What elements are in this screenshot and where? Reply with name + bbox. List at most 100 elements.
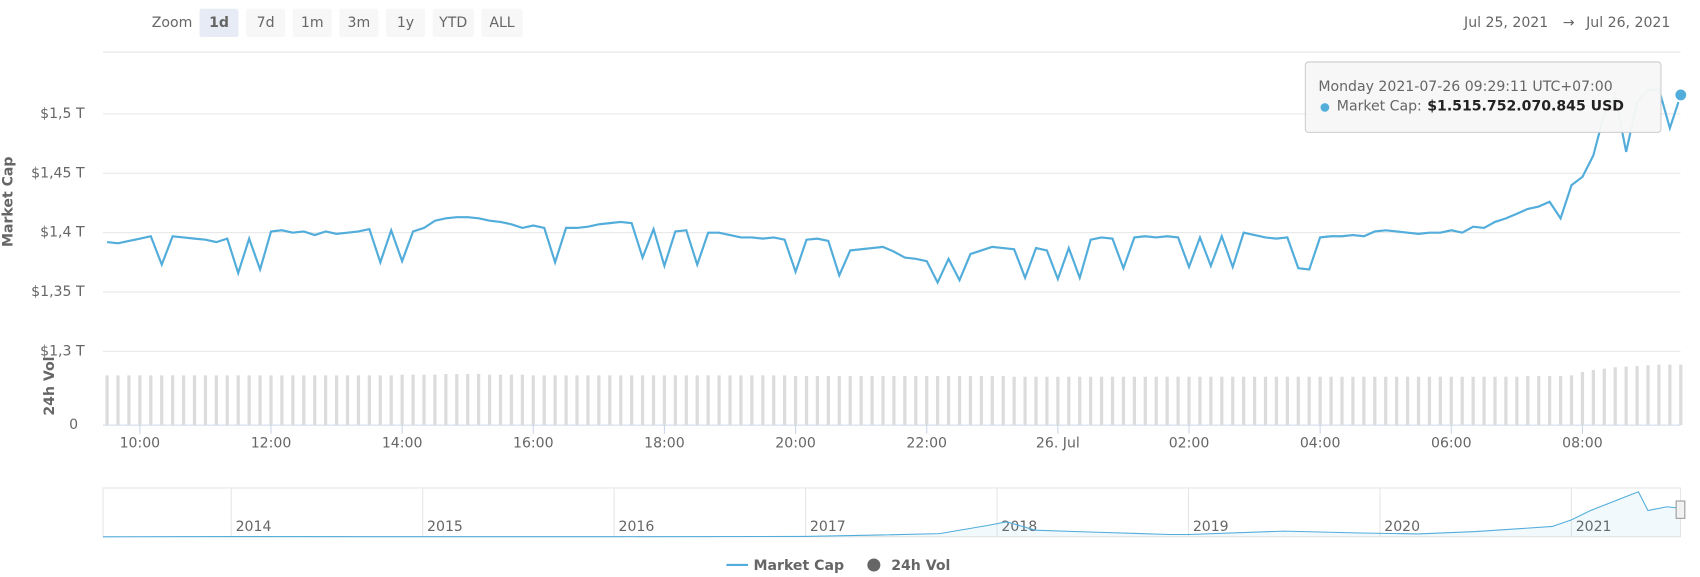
zoom-button-label: ALL <box>489 15 514 31</box>
volume-bar <box>1558 376 1563 426</box>
volume-bar <box>531 375 535 426</box>
volume-bar <box>356 375 361 426</box>
volume-bar <box>1602 368 1606 426</box>
zoom-button[interactable]: 1d <box>199 8 239 37</box>
volume-bar <box>1176 376 1180 426</box>
volume-bar <box>1307 376 1311 426</box>
volume-bar <box>1231 376 1235 426</box>
volume-bar <box>127 375 131 426</box>
volume-bar <box>706 375 710 426</box>
zoom-button[interactable]: YTD <box>432 8 474 37</box>
navigator-line <box>102 491 1681 538</box>
volume-bar <box>192 375 197 426</box>
legend-dot <box>867 558 881 572</box>
volume-bar <box>313 375 317 426</box>
volume-bar <box>1362 376 1366 426</box>
zoom-button-bg <box>292 8 332 37</box>
volume-bar <box>1263 376 1268 426</box>
navigator-tick-label: 2020 <box>1384 519 1420 535</box>
volume-bar <box>903 376 907 426</box>
volume-bar <box>280 375 284 426</box>
date-arrow: → <box>1563 15 1575 31</box>
x-tick-label: 04:00 <box>1300 436 1341 452</box>
volume-bar <box>1515 376 1519 426</box>
volume-bar <box>1329 376 1333 426</box>
volume-bar <box>575 375 579 426</box>
zoom-button-label: 3m <box>348 15 371 31</box>
volume-bar <box>925 376 929 426</box>
zoom-button-label: 1m <box>301 15 324 31</box>
volume-bar <box>826 376 830 426</box>
volume-bar <box>608 375 612 426</box>
volume-bar <box>1548 376 1552 426</box>
date-to[interactable]: Jul 26, 2021 <box>1585 15 1670 31</box>
volume-bar <box>673 375 677 426</box>
navigator-handle[interactable] <box>1675 500 1686 519</box>
volume-bar <box>269 375 273 426</box>
x-tick-label: 20:00 <box>775 436 816 452</box>
volume-bar <box>1045 376 1049 426</box>
navigator-tick-label: 2019 <box>1193 519 1229 535</box>
y2-axis-title: 24h Vol <box>42 357 58 416</box>
volume-bar <box>1285 376 1289 426</box>
volume-bar <box>225 375 229 426</box>
date-from[interactable]: Jul 25, 2021 <box>1463 15 1548 31</box>
volume-bar <box>968 376 973 426</box>
x-tick-label: 12:00 <box>251 436 292 452</box>
volume-bar <box>389 375 393 426</box>
volume-bar <box>149 375 153 426</box>
tooltip-dot <box>1320 103 1330 112</box>
zoom-button[interactable]: ALL <box>481 8 523 37</box>
zoom-button[interactable]: 3m <box>339 8 379 37</box>
volume-bar <box>1099 376 1104 426</box>
volume-bar <box>1668 364 1672 426</box>
volume-bar <box>422 374 426 426</box>
volume-bar <box>509 374 514 426</box>
volume-bar <box>739 375 743 426</box>
legend-label[interactable]: Market Cap <box>754 558 845 574</box>
volume-bar <box>258 375 262 426</box>
volume-bar <box>1646 365 1650 426</box>
volume-bar <box>1034 376 1038 426</box>
volume-bar <box>105 375 109 426</box>
volume-bar <box>203 375 208 426</box>
volume-bar <box>1613 367 1617 426</box>
y-axis-title: Market Cap <box>1 156 17 247</box>
x-tick-label: 06:00 <box>1431 436 1472 452</box>
volume-bar <box>1318 376 1322 426</box>
volume-bar <box>1340 376 1344 426</box>
volume-bar <box>870 376 874 426</box>
volume-bar <box>1504 376 1508 426</box>
volume-bar <box>433 374 437 426</box>
tooltip-label: Market Cap: $1.515.752.070.845 USD <box>1337 98 1624 114</box>
x-tick-label: 16:00 <box>513 436 554 452</box>
zoom-button-label: 1y <box>397 15 414 31</box>
volume-bar <box>247 375 251 426</box>
volume-bar <box>487 374 492 426</box>
volume-bar <box>1143 376 1147 426</box>
legend-label[interactable]: 24h Vol <box>891 558 950 574</box>
volume-bar <box>477 374 481 426</box>
volume-bar <box>1165 376 1169 426</box>
volume-bar <box>1591 369 1595 426</box>
volume-bar <box>1132 376 1136 426</box>
volume-bar <box>957 376 962 426</box>
volume-bar <box>848 376 852 426</box>
zoom-button[interactable]: 7d <box>246 8 286 37</box>
zoom-button-bg <box>199 8 239 37</box>
volume-bar <box>1471 376 1475 426</box>
navigator-tick-label: 2015 <box>427 519 463 535</box>
zoom-button[interactable]: 1y <box>385 8 425 37</box>
volume-bar <box>1023 376 1027 426</box>
volume-bar <box>302 375 306 426</box>
volume-bar <box>1274 376 1279 426</box>
volume-bar <box>619 375 623 426</box>
volume-bar <box>684 375 688 426</box>
volume-bar <box>553 375 557 426</box>
hover-point <box>1673 87 1689 103</box>
volume-bar <box>1121 376 1126 426</box>
volume-bar <box>1067 376 1071 426</box>
zoom-button[interactable]: 1m <box>292 8 332 37</box>
tooltip-series: Market Cap: <box>1337 98 1422 114</box>
